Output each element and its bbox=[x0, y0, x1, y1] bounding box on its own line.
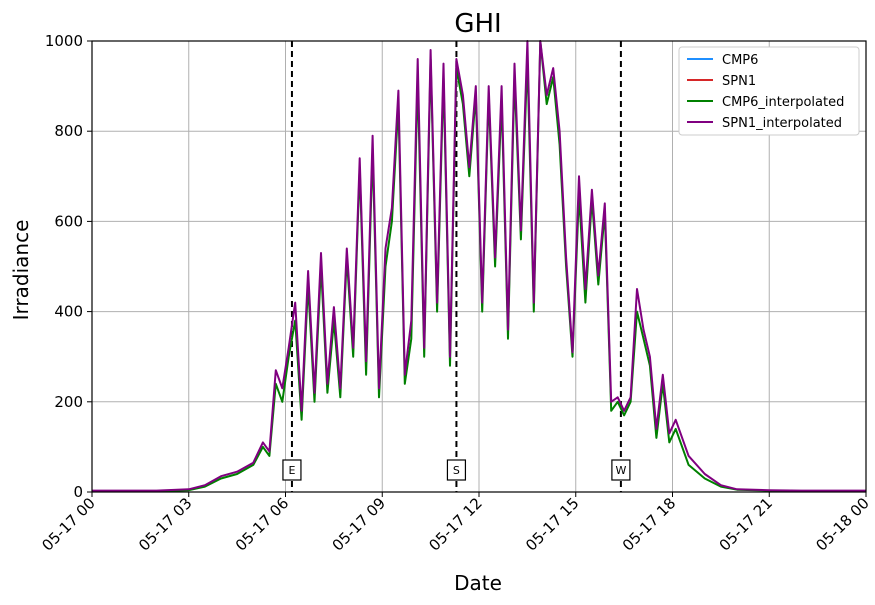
legend-label-cmp6: CMP6 bbox=[722, 53, 758, 68]
y-tick-label: 0 bbox=[73, 483, 83, 501]
y-tick-label: 200 bbox=[54, 393, 83, 411]
legend-label-spn1: SPN1 bbox=[722, 74, 756, 89]
y-tick-label: 600 bbox=[54, 212, 83, 230]
marker-label-s: S bbox=[453, 464, 460, 477]
chart-title: GHI bbox=[454, 9, 501, 39]
marker-box-s bbox=[446, 459, 467, 481]
y-tick-label: 400 bbox=[54, 303, 83, 321]
marker-box-w bbox=[611, 459, 631, 481]
legend-box bbox=[678, 46, 860, 136]
series-layer bbox=[92, 40, 866, 493]
y-tick-label: 800 bbox=[54, 122, 83, 140]
legend-label-spn1-interpolated: SPN1_interpolated bbox=[722, 116, 842, 131]
series-line-spn1-interpolated bbox=[92, 40, 866, 492]
y-tick-label: 1000 bbox=[45, 32, 83, 50]
y-axis-title: Irradiance bbox=[9, 220, 33, 321]
legend: CMP6 SPN1 CMP6_interpolated SPN1_interpolat… bbox=[678, 46, 860, 136]
marker-label-w: W bbox=[615, 464, 626, 477]
legend-label-cmp6-interpolated: CMP6_interpolated bbox=[722, 95, 844, 110]
marker-box-e bbox=[282, 459, 302, 481]
x-axis-title: Date bbox=[454, 571, 502, 595]
marker-label-e: E bbox=[288, 464, 295, 477]
